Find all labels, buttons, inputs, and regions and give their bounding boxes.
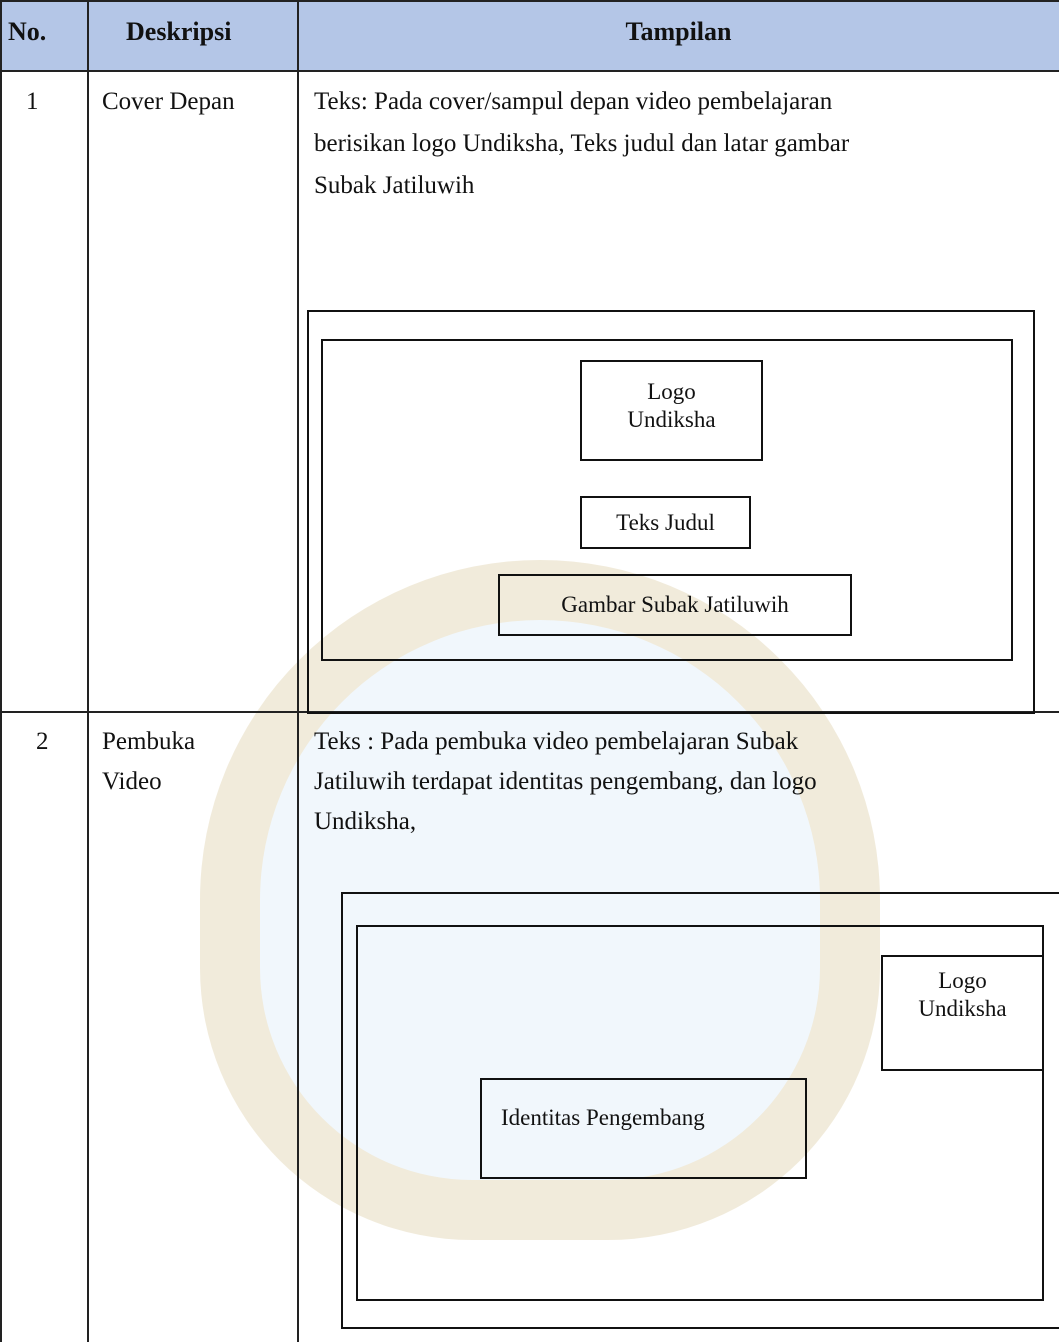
text-line: Undiksha, [314, 808, 417, 835]
frame [307, 310, 1035, 714]
description: Video [102, 768, 162, 795]
title-box: Teks Judul [580, 496, 751, 549]
border [87, 0, 89, 1342]
border [0, 0, 2, 1342]
screen [356, 925, 1044, 1301]
header-cell: Deskripsi [126, 17, 232, 46]
frame [341, 892, 1059, 1329]
row-number: 1 [26, 88, 39, 115]
header-row [0, 0, 1059, 70]
border [0, 0, 1059, 2]
text-line: Jatiluwih terdapat identitas pengembang,… [314, 768, 817, 795]
box-label: Logo [647, 379, 696, 404]
header-cell: Tampilan [625, 17, 732, 46]
text-line: berisikan logo Undiksha, Teks judul dan … [314, 130, 850, 157]
logo-box: Logo Undiksha [881, 955, 1044, 1071]
header-cell: No. [8, 17, 47, 46]
box-label: Undiksha [918, 996, 1007, 1021]
row-number: 2 [36, 728, 49, 755]
box-label: Gambar Subak Jatiluwih [561, 592, 789, 617]
box-label: Logo [938, 968, 987, 993]
screen [321, 339, 1013, 661]
text-line: Teks : Pada pembuka video pembelajaran S… [314, 728, 799, 755]
box-label: Undiksha [627, 407, 716, 432]
developer-box: Identitas Pengembang [480, 1078, 807, 1179]
border [0, 70, 1059, 72]
text-line: Subak Jatiluwih [314, 172, 475, 199]
box-label: Identitas Pengembang [501, 1105, 705, 1130]
border [297, 0, 299, 1342]
description: Pembuka [102, 728, 196, 755]
description: Cover Depan [102, 88, 235, 115]
box-label: Teks Judul [616, 510, 715, 535]
logo-box: Logo Undiksha [580, 360, 763, 461]
text-line: Teks: Pada cover/sampul depan video pemb… [314, 88, 833, 115]
image-box: Gambar Subak Jatiluwih [498, 574, 852, 636]
